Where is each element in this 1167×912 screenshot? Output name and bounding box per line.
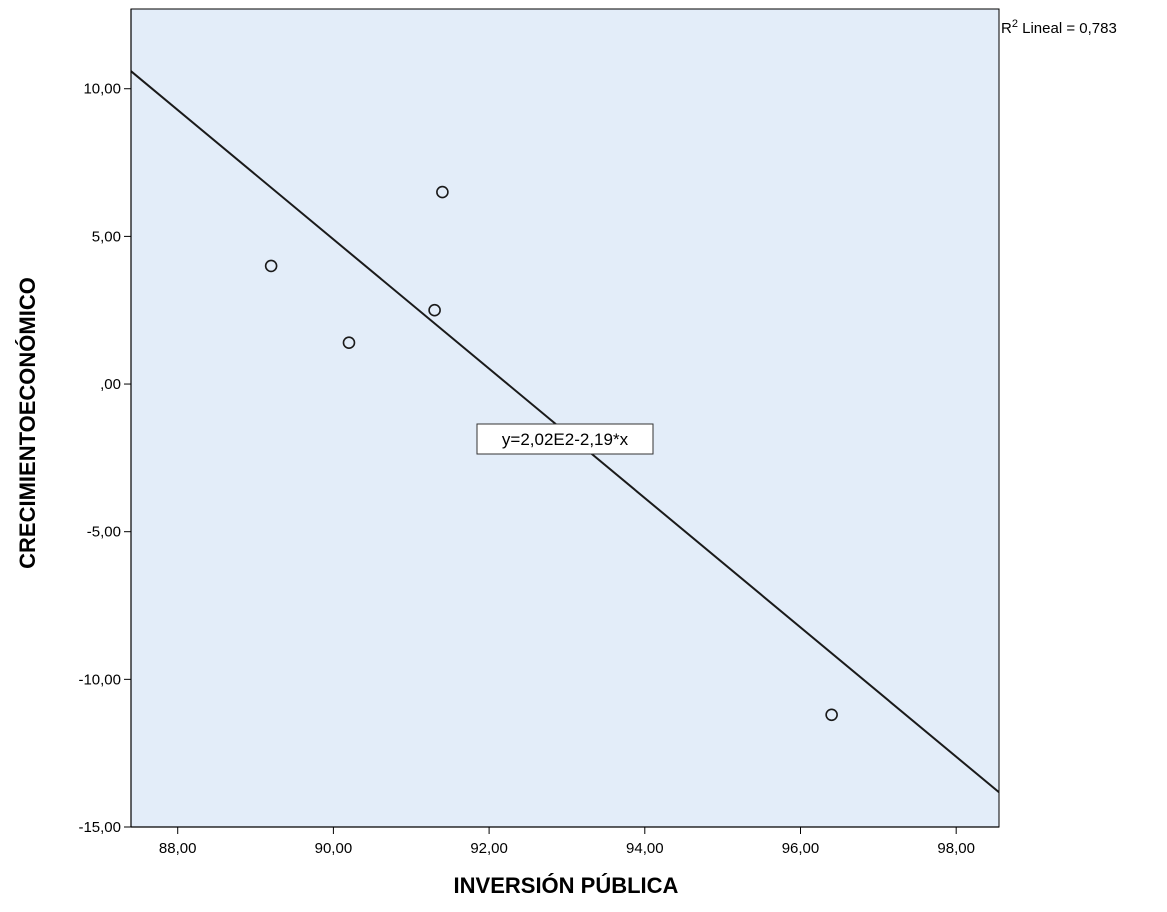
x-axis-title: INVERSIÓN PÚBLICA xyxy=(454,873,679,898)
x-tick-label: 94,00 xyxy=(626,840,664,857)
x-tick-label: 98,00 xyxy=(937,840,975,857)
equation-box xyxy=(476,423,654,455)
r2-value: Lineal = 0,783 xyxy=(1018,20,1117,37)
data-point xyxy=(264,259,278,273)
data-point xyxy=(342,336,356,349)
plot-area xyxy=(130,8,1000,828)
r2-label: R2 Lineal = 0,783 xyxy=(1001,18,1117,37)
x-tick-label: 96,00 xyxy=(782,840,820,857)
r2-superscript: 2 xyxy=(1012,18,1018,30)
y-tick-label: ,00 xyxy=(100,376,121,393)
data-point xyxy=(825,708,838,722)
equation-annotation: y=2,02E2-2,19*x xyxy=(476,423,654,455)
y-tick-label: -10,00 xyxy=(78,671,121,688)
y-axis-title: CRECIMIENTOECONÓMICO xyxy=(15,277,40,569)
data-point xyxy=(436,185,449,199)
y-tick-label: 5,00 xyxy=(92,228,121,245)
y-tick-label: -15,00 xyxy=(78,819,121,836)
r2-prefix: R xyxy=(1001,20,1012,37)
data-point xyxy=(428,303,441,317)
x-tick-label: 90,00 xyxy=(315,840,353,857)
y-tick-label: -5,00 xyxy=(87,524,121,541)
x-tick-label: 88,00 xyxy=(159,840,197,857)
y-tick-label: 10,00 xyxy=(83,81,121,98)
equation-label: y=2,02E2-2,19*x xyxy=(502,430,629,449)
x-tick-label: 92,00 xyxy=(470,840,508,857)
